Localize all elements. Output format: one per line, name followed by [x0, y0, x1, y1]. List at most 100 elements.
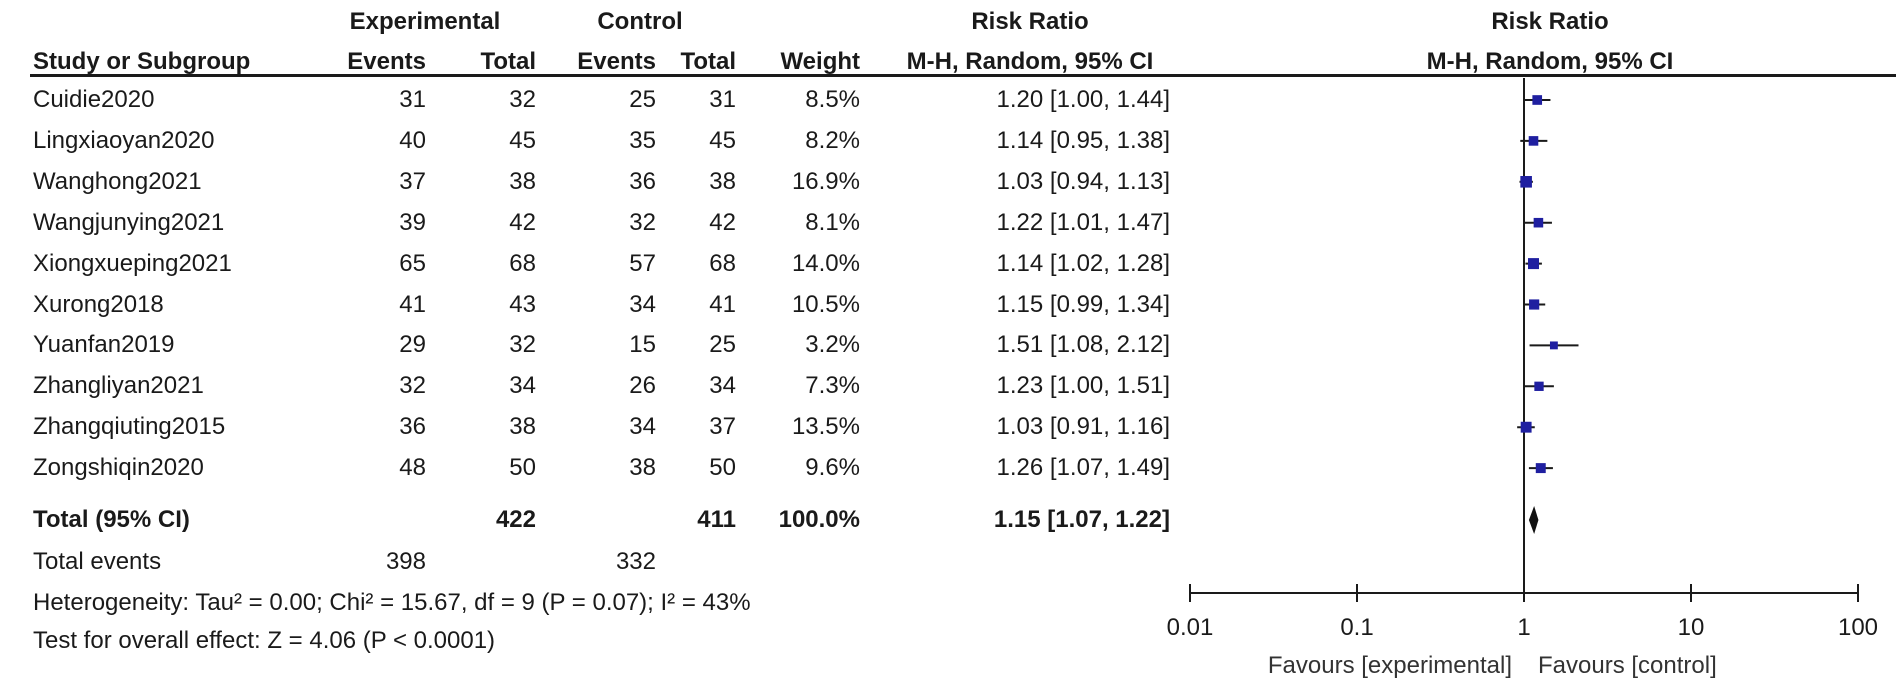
study-c-events-cell: 25 [629, 86, 656, 113]
x-tick-label: 0.1 [1340, 614, 1373, 641]
study-c-total-cell: 31 [709, 86, 736, 113]
total-exp-total: 422 [495, 506, 536, 533]
study-weight-cell: 10.5% [791, 290, 860, 318]
total-ci-text: 1.15 [1.07, 1.22] [993, 506, 1170, 533]
study-c-events-cell: 57 [629, 249, 656, 277]
study-weight-cell: 13.5% [791, 413, 860, 441]
heterogeneity-text: Heterogeneity: Tau² = 0.00; Chi² = 15.67… [33, 589, 751, 616]
point-estimate-square [1535, 463, 1546, 474]
study-name-cell: Zhangqiuting2015 [33, 413, 226, 441]
study-weight-cell: 8.5% [805, 86, 860, 113]
risk-ratio-plot-header: Risk Ratio [1491, 8, 1609, 35]
study-c-events-cell: 34 [629, 290, 656, 318]
x-tick-label: 100 [1838, 614, 1878, 641]
study-name-cell: Cuidie2020 [33, 86, 155, 113]
study-ci-text-cell: 1.51 [1.08, 2.12] [996, 331, 1170, 359]
point-estimate-square [1528, 258, 1539, 270]
study-ci-text-cell: 1.14 [0.95, 1.38] [996, 126, 1170, 154]
study-c-total-cell: 42 [709, 208, 736, 236]
study-e-events-cell: 48 [399, 454, 426, 482]
study-ci-text-cell: 1.03 [0.94, 1.13] [996, 167, 1170, 195]
study-c-total-cell: 25 [709, 331, 736, 359]
study-e-events-cell: 32 [399, 372, 426, 400]
header-rule [30, 74, 1896, 77]
study-name-cell: Zongshiqin2020 [33, 454, 204, 482]
total-label: Total (95% CI) [33, 506, 190, 533]
study-c-events-cell: 34 [629, 413, 656, 441]
x-tick-label: 10 [1678, 614, 1705, 641]
study-e-total-cell: 68 [509, 249, 536, 277]
point-estimate-square [1520, 176, 1532, 188]
point-estimate-square [1532, 95, 1543, 105]
favours-experimental-label: Favours [experimental] [1268, 652, 1512, 679]
experimental-group-header: Experimental [349, 8, 501, 35]
pooled-effect-diamond [1528, 506, 1539, 534]
study-weight-cell: 9.6% [805, 454, 860, 482]
study-e-total-cell: 34 [509, 372, 536, 400]
risk-ratio-table-header: Risk Ratio [971, 8, 1089, 35]
study-e-events-cell: 40 [399, 126, 426, 154]
study-ci-text-cell: 1.23 [1.00, 1.51] [996, 372, 1170, 400]
study-e-total-cell: 43 [509, 290, 536, 318]
study-name-cell: Xiongxueping2021 [33, 249, 232, 277]
point-estimate-square [1533, 217, 1544, 228]
study-e-events-cell: 37 [399, 167, 426, 195]
col-weight-header: Weight [780, 48, 860, 75]
study-c-total-cell: 68 [709, 249, 736, 277]
control-group-header: Control [597, 8, 683, 35]
study-weight-cell: 7.3% [805, 372, 860, 400]
study-e-total-cell: 38 [509, 167, 536, 195]
overall-effect-text: Test for overall effect: Z = 4.06 (P < 0… [33, 627, 496, 654]
study-e-total-cell: 42 [509, 208, 536, 236]
study-e-total-cell: 32 [509, 86, 536, 113]
plot-method-header: M-H, Random, 95% CI [1426, 48, 1674, 75]
study-e-total-cell: 45 [509, 126, 536, 154]
study-ci-text-cell: 1.22 [1.01, 1.47] [996, 208, 1170, 236]
study-ci-text-cell: 1.15 [0.99, 1.34] [996, 290, 1170, 318]
study-c-events-cell: 36 [629, 167, 656, 195]
study-c-total-cell: 34 [709, 372, 736, 400]
study-name-cell: Lingxiaoyan2020 [33, 126, 215, 154]
col-ctl-events-header: Events [577, 48, 656, 75]
study-e-events-cell: 29 [399, 331, 426, 359]
study-ci-text-cell: 1.20 [1.00, 1.44] [996, 86, 1170, 113]
col-exp-events-header: Events [347, 48, 426, 75]
study-c-total-cell: 37 [709, 413, 736, 441]
study-weight-cell: 8.1% [805, 208, 860, 236]
study-weight-cell: 3.2% [805, 331, 860, 359]
study-e-total-cell: 50 [509, 454, 536, 482]
col-study-header: Study or Subgroup [33, 48, 251, 75]
study-e-events-cell: 39 [399, 208, 426, 236]
total-events-ctl: 332 [615, 548, 656, 575]
study-c-events-cell: 26 [629, 372, 656, 400]
study-c-total-cell: 45 [709, 126, 736, 154]
point-estimate-square [1520, 421, 1532, 433]
study-c-events-cell: 38 [629, 454, 656, 482]
x-tick-label: 0.01 [1167, 614, 1214, 641]
study-weight-cell: 14.0% [791, 249, 860, 277]
col-exp-total-header: Total [480, 48, 536, 75]
study-ci-text-cell: 1.03 [0.91, 1.16] [996, 413, 1170, 441]
study-c-events-cell: 32 [629, 208, 656, 236]
total-weight: 100.0% [778, 506, 860, 533]
study-c-total-cell: 50 [709, 454, 736, 482]
study-e-total-cell: 38 [509, 413, 536, 441]
col-method-header: M-H, Random, 95% CI [906, 48, 1154, 75]
study-weight-cell: 8.2% [805, 126, 860, 154]
study-c-total-cell: 38 [709, 167, 736, 195]
study-e-events-cell: 41 [399, 290, 426, 318]
study-weight-cell: 16.9% [791, 167, 860, 195]
total-ctl-total: 411 [697, 506, 736, 533]
study-e-total-cell: 32 [509, 331, 536, 359]
study-ci-text-cell: 1.26 [1.07, 1.49] [996, 454, 1170, 482]
study-name-cell: Yuanfan2019 [33, 331, 175, 359]
point-estimate-square [1529, 299, 1540, 310]
col-ctl-total-header: Total [680, 48, 736, 75]
study-e-events-cell: 36 [399, 413, 426, 441]
point-estimate-square [1528, 136, 1539, 146]
favours-control-label: Favours [control] [1538, 652, 1717, 679]
study-name-cell: Xurong2018 [33, 290, 164, 318]
study-c-events-cell: 35 [629, 126, 656, 154]
study-c-total-cell: 41 [709, 290, 736, 318]
total-events-label: Total events [33, 548, 162, 575]
